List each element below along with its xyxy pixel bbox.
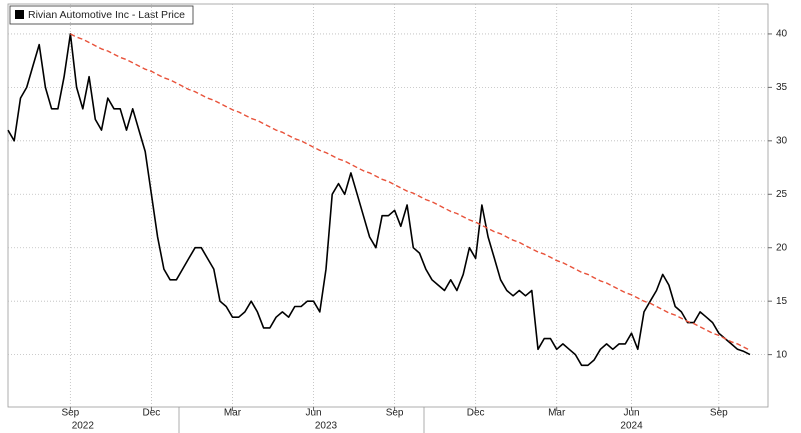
x-tick-label: Dec [467,408,485,419]
x-tick-label: Jun [623,408,639,419]
x-tick-label: Jun [305,408,321,419]
trend-line [70,33,751,351]
y-tick-label: 25 [776,189,788,200]
x-tick-label: Sep [710,408,728,419]
legend-box [9,5,194,25]
x-tick-label: Sep [386,408,404,419]
legend-label: Rivian Automotive Inc - Last Price [28,9,185,21]
y-tick-label: 35 [776,82,788,93]
year-label: 2024 [620,421,643,432]
x-tick-label: Mar [224,408,242,419]
year-label: 2022 [72,421,95,432]
y-tick-label: 40 [776,29,788,40]
x-tick-label: Dec [143,408,161,419]
x-tick-label: Sep [61,408,79,419]
y-tick-label: 30 [776,135,788,146]
year-label: 2023 [315,421,338,432]
price-line [7,33,751,367]
legend: Rivian Automotive Inc - Last Price [9,5,194,25]
x-tick-label: Mar [548,408,566,419]
legend-swatch [15,10,24,19]
y-tick-label: 15 [776,296,788,307]
y-tick-label: 10 [776,349,788,360]
plot-frame [7,3,769,408]
y-tick-label: 20 [776,242,788,253]
